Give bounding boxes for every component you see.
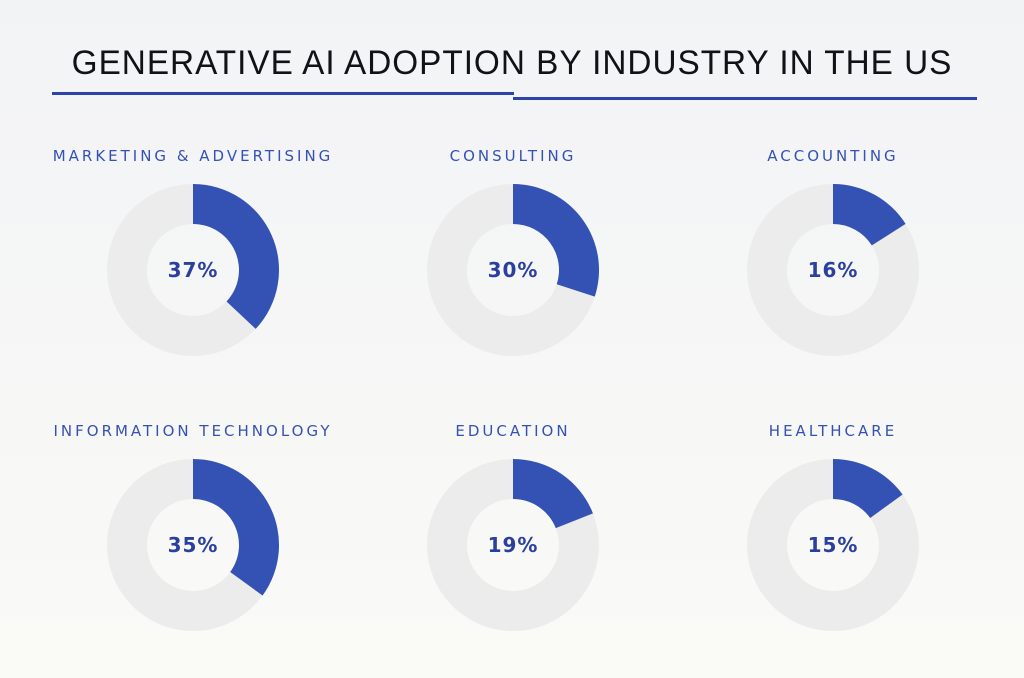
donut-chart: 15% (747, 459, 919, 631)
title-underline-right (513, 97, 977, 100)
donut-segment (193, 459, 279, 596)
donut-label: INFORMATION TECHNOLOGY (53, 422, 333, 440)
donut-chart: 30% (427, 184, 599, 356)
donut-label: ACCOUNTING (767, 147, 899, 165)
donut-chart: 16% (747, 184, 919, 356)
title-underline-left (52, 92, 514, 95)
donut-value-label: 35% (168, 533, 219, 557)
donut-value-label: 37% (168, 258, 219, 282)
donut-segment (513, 184, 599, 297)
donut-segment (193, 184, 279, 329)
donut-chart: 35% (107, 459, 279, 631)
donut-label: MARKETING & ADVERTISING (52, 147, 334, 165)
donut-label: EDUCATION (455, 422, 571, 440)
donut-value-label: 19% (488, 533, 539, 557)
donut-label: HEALTHCARE (768, 422, 898, 440)
donut-value-label: 30% (488, 258, 539, 282)
donut-segment (833, 459, 903, 518)
donut-value-label: 16% (808, 258, 859, 282)
donut-value-label: 15% (808, 533, 859, 557)
donut-segment (833, 184, 906, 246)
donut-segment (513, 459, 593, 529)
donut-label: CONSULTING (449, 147, 577, 165)
chart-title: GENERATIVE AI ADOPTION BY INDUSTRY IN TH… (71, 44, 953, 82)
donut-chart: 19% (427, 459, 599, 631)
donut-chart: 37% (107, 184, 279, 356)
